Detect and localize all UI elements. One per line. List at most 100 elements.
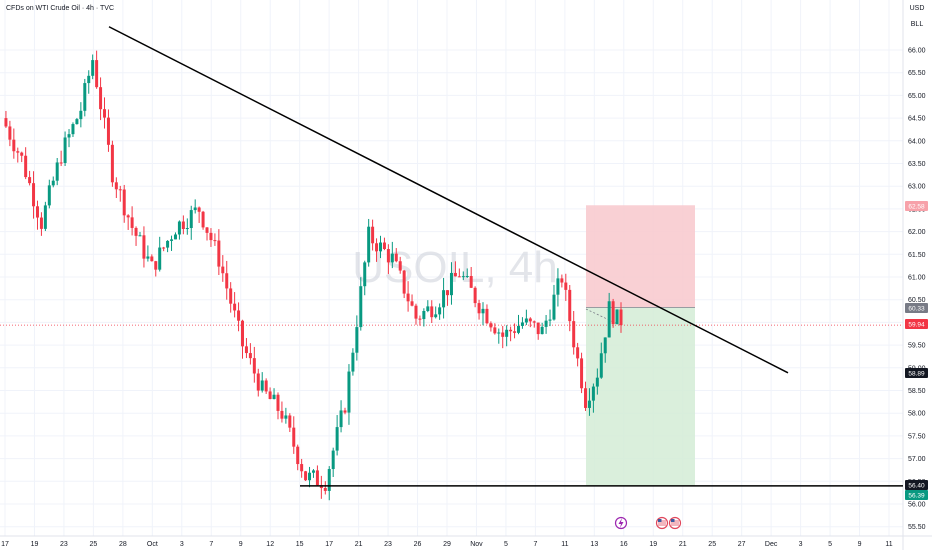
candle-body [505, 329, 509, 337]
candle-body [59, 162, 63, 164]
y-tick-label: 59.50 [908, 343, 926, 350]
stop-loss-zone[interactable] [586, 205, 695, 308]
candle-body [221, 266, 225, 274]
candle-body [173, 234, 177, 240]
candle-body [493, 327, 497, 334]
price-label-text: 58.89 [908, 371, 925, 378]
x-tick-label: Nov [470, 541, 483, 548]
x-tick-label: 27 [738, 541, 746, 548]
candle-body [248, 353, 252, 359]
price-label-support [905, 480, 928, 490]
chart-title: CFDs on WTI Crude Oil · 4h · TVC [6, 5, 115, 12]
candle-body [619, 309, 623, 326]
candle-body [114, 182, 118, 190]
candle-body [552, 294, 556, 320]
candle-body [603, 337, 607, 354]
candle-body [528, 318, 532, 322]
candle-body [142, 235, 146, 259]
price-label-text: 56.40 [908, 483, 925, 490]
take-profit-zone[interactable] [586, 307, 695, 487]
candle-body [185, 228, 189, 230]
descending-trendline[interactable] [108, 26, 789, 374]
candle-body [217, 240, 221, 267]
x-tick-label: 5 [828, 541, 832, 548]
candle-body [572, 321, 576, 348]
candle-body [584, 388, 588, 408]
candle-body [268, 391, 272, 400]
y-tick-label: 60.50 [908, 297, 926, 304]
candle-body [122, 189, 126, 216]
unit-label[interactable]: BLL [910, 21, 924, 28]
candle-body [272, 394, 276, 400]
x-tick-label: 19 [649, 541, 657, 548]
candle-body [465, 276, 469, 278]
candle-body [134, 227, 138, 236]
x-tick-label: 9 [239, 541, 243, 548]
y-tick-label: 64.00 [908, 138, 926, 145]
candle-body [532, 321, 536, 323]
currency-label[interactable]: USD [909, 5, 925, 12]
candle-body [481, 308, 485, 314]
candle-body [16, 151, 20, 153]
candle-body [150, 256, 154, 262]
candle-body [367, 226, 371, 263]
candle-body [576, 347, 580, 359]
candle-body [35, 206, 39, 218]
candle-body [434, 314, 438, 318]
candle-body [209, 232, 213, 241]
y-tick-label: 57.50 [908, 433, 926, 440]
candle-body [540, 326, 544, 335]
x-tick-label: 17 [1, 541, 9, 548]
candle-body [513, 331, 517, 333]
candle-body [485, 308, 489, 324]
candle-body [166, 240, 170, 248]
candle-body [138, 235, 142, 237]
candle-body [55, 162, 59, 181]
x-tick-label: 21 [355, 541, 363, 548]
candle-body [197, 207, 201, 212]
candle-body [595, 377, 599, 387]
candle-body [193, 207, 197, 211]
x-tick-label: 12 [266, 541, 274, 548]
price-label-text: 60.33 [908, 306, 925, 313]
candle-body [264, 380, 268, 392]
candle-body [256, 373, 260, 391]
candle-body [331, 450, 335, 470]
candle-body [426, 306, 430, 311]
candle-body [130, 217, 134, 228]
y-tick-label: 61.50 [908, 252, 926, 259]
candle-body [79, 110, 83, 120]
candle-body [126, 215, 130, 218]
x-tick-label: 3 [180, 541, 184, 548]
candle-body [75, 119, 79, 125]
y-tick-label: 66.00 [908, 48, 926, 55]
candle-body [607, 301, 611, 338]
x-tick-label: 7 [533, 541, 537, 548]
candle-body [225, 273, 229, 289]
candle-body [343, 410, 347, 413]
candle-body [442, 290, 446, 308]
candle-body [544, 320, 548, 327]
candle-body [201, 211, 205, 228]
candle-body [430, 306, 434, 318]
candle-body [83, 83, 87, 111]
candle-body [449, 272, 453, 296]
candle-body [382, 242, 386, 250]
candle-body [568, 289, 572, 322]
candle-body [524, 318, 528, 323]
candle-body [12, 139, 16, 152]
y-tick-label: 65.50 [908, 70, 926, 77]
candle-body [308, 472, 312, 481]
candle-body [103, 109, 107, 118]
candle-body [473, 287, 477, 304]
candle-body [162, 247, 166, 249]
candle-body [43, 205, 47, 229]
price-label-entry [905, 303, 928, 313]
y-tick-label: 58.00 [908, 411, 926, 418]
candle-body [24, 155, 28, 178]
candle-body [292, 427, 296, 447]
x-tick-label: 13 [590, 541, 598, 548]
flag-canton [671, 519, 675, 522]
